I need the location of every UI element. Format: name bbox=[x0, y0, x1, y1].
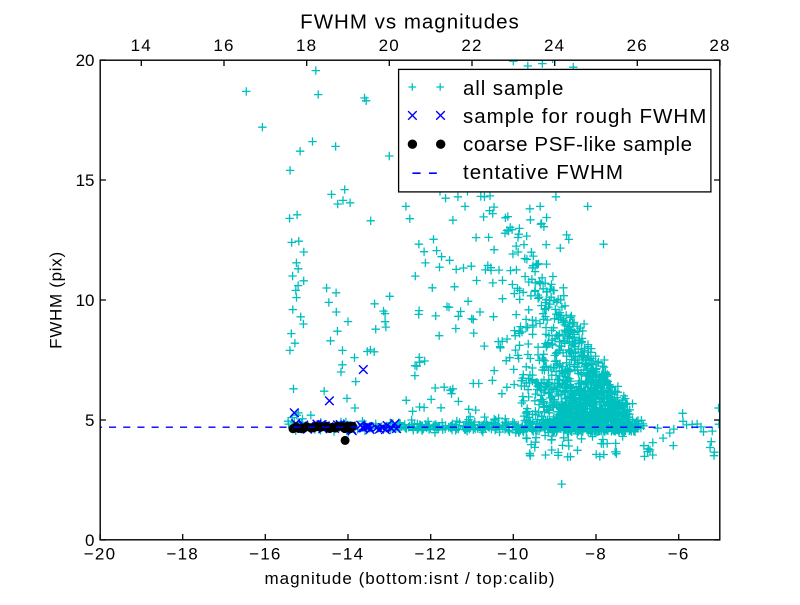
svg-text:26: 26 bbox=[627, 36, 648, 55]
svg-text:−6: −6 bbox=[668, 545, 690, 564]
svg-text:−12: −12 bbox=[414, 545, 446, 564]
svg-text:5: 5 bbox=[85, 411, 94, 430]
svg-text:all sample: all sample bbox=[463, 77, 564, 100]
svg-text:0: 0 bbox=[85, 531, 94, 550]
svg-text:magnitude (bottom:isnt / top:c: magnitude (bottom:isnt / top:calib) bbox=[264, 569, 555, 588]
svg-text:−18: −18 bbox=[166, 545, 198, 564]
svg-text:FWHM vs magnitudes: FWHM vs magnitudes bbox=[300, 11, 520, 34]
svg-text:16: 16 bbox=[213, 36, 234, 55]
svg-text:−8: −8 bbox=[585, 545, 607, 564]
svg-text:20: 20 bbox=[76, 51, 95, 70]
svg-text:15: 15 bbox=[76, 171, 95, 190]
svg-text:FWHM (pix): FWHM (pix) bbox=[47, 251, 66, 349]
svg-text:tentative FWHM: tentative FWHM bbox=[463, 161, 624, 184]
svg-text:−20: −20 bbox=[84, 545, 116, 564]
svg-text:14: 14 bbox=[131, 36, 152, 55]
svg-text:−14: −14 bbox=[332, 545, 364, 564]
svg-text:−10: −10 bbox=[497, 545, 529, 564]
svg-text:coarse PSF-like sample: coarse PSF-like sample bbox=[463, 133, 693, 156]
svg-text:20: 20 bbox=[379, 36, 400, 55]
svg-text:sample for rough FWHM: sample for rough FWHM bbox=[463, 105, 707, 128]
svg-text:18: 18 bbox=[296, 36, 317, 55]
svg-text:22: 22 bbox=[461, 36, 482, 55]
svg-text:10: 10 bbox=[76, 291, 95, 310]
svg-text:28: 28 bbox=[709, 36, 730, 55]
svg-text:24: 24 bbox=[544, 36, 565, 55]
svg-text:−16: −16 bbox=[249, 545, 281, 564]
